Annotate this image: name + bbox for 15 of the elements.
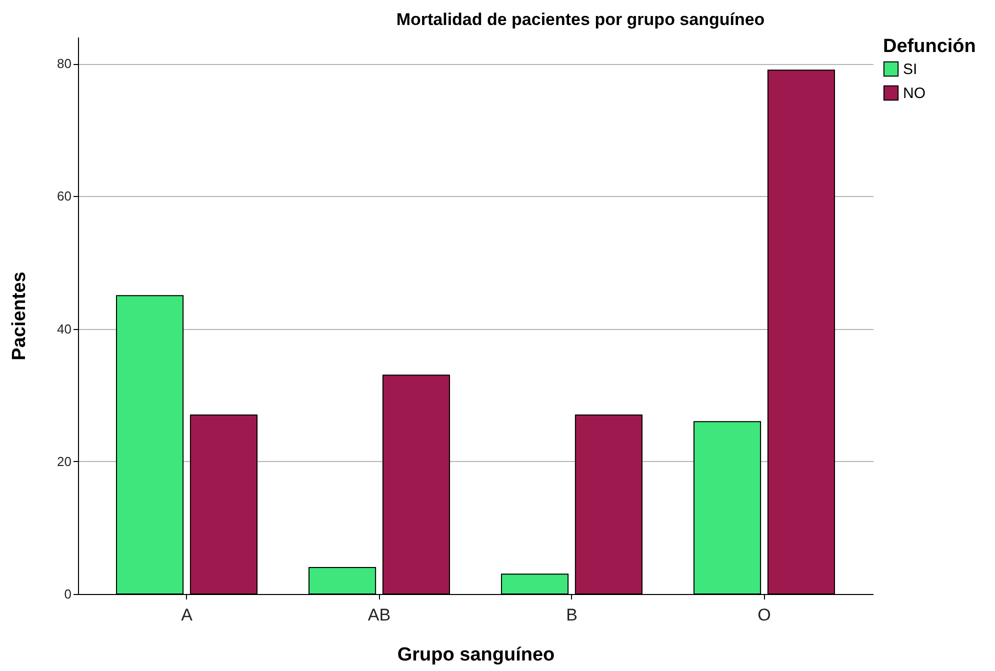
- y-tick-label: 40: [57, 321, 72, 336]
- legend-label: NO: [903, 85, 926, 102]
- x-tick-label: B: [566, 606, 578, 624]
- legend-title: Defunción: [883, 36, 976, 57]
- y-axis-title: Pacientes: [9, 272, 30, 360]
- x-tick-label: AB: [368, 606, 391, 624]
- x-tick-label: O: [758, 606, 771, 624]
- legend-label: SI: [903, 61, 918, 78]
- y-tick-label: 20: [57, 454, 72, 469]
- x-axis-title: Grupo sanguíneo: [397, 644, 555, 666]
- chart-title: Mortalidad de pacientes por grupo sanguíneo: [396, 10, 765, 29]
- y-tick-label: 0: [64, 586, 72, 602]
- y-tick-label: 80: [57, 56, 72, 72]
- x-tick-label: A: [181, 606, 194, 624]
- y-tick-label: 60: [57, 188, 72, 204]
